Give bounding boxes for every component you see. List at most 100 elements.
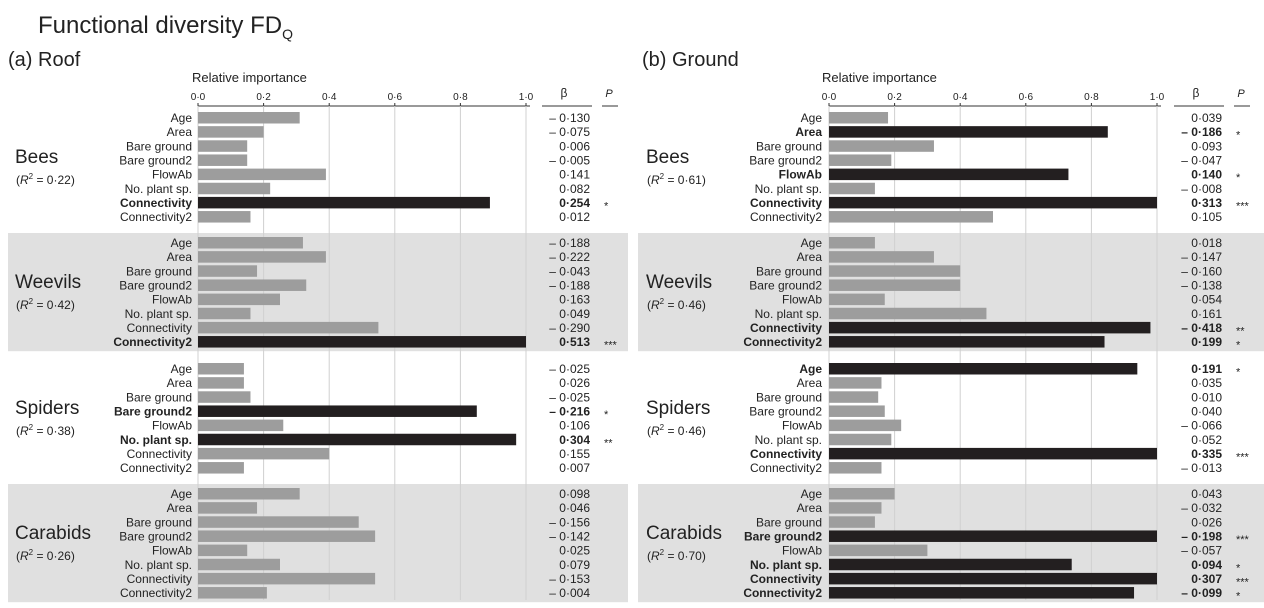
predictor-label: No. plant sp.	[125, 558, 192, 572]
importance-bar	[198, 321, 379, 334]
beta-value: – 0·186	[1181, 125, 1222, 139]
importance-bar	[198, 336, 526, 348]
predictor-label: Bare ground	[126, 390, 192, 404]
predictor-label: Connectivity	[120, 196, 192, 210]
importance-bar	[198, 572, 376, 585]
group-r2: (R2 = 0·61)	[647, 172, 706, 187]
importance-bar	[198, 363, 244, 375]
beta-header: β	[561, 86, 568, 100]
predictor-label: Connectivity2	[120, 586, 192, 600]
importance-bar	[198, 391, 251, 403]
beta-value: 0·035	[1191, 376, 1222, 390]
importance-bar	[829, 462, 882, 474]
beta-value: 0·163	[559, 293, 590, 307]
importance-bar	[829, 363, 1138, 375]
predictor-label: No. plant sp.	[125, 182, 192, 196]
beta-value: 0·046	[559, 501, 590, 515]
predictor-label: Connectivity2	[743, 335, 822, 349]
beta-value: – 0·066	[1181, 419, 1222, 433]
panel-ground: (b) Ground Relative importance 0·0 0·2 0·4 0·…	[638, 49, 1264, 603]
group-band-carabids	[8, 484, 628, 603]
beta-value: 0·304	[559, 433, 590, 447]
beta-value: – 0·142	[549, 529, 590, 543]
predictor-label: Connectivity2	[120, 210, 192, 224]
group-weevils: Weevils (R2 = 0·46) Age 0·018 Area – 0·147 Bar…	[646, 236, 1245, 352]
importance-bar	[829, 336, 1105, 348]
predictor-label: Connectivity	[127, 572, 192, 586]
importance-bar	[829, 516, 875, 528]
predictor-label: Bare ground2	[749, 404, 822, 418]
importance-bar	[829, 488, 895, 500]
predictor-label: Connectivity	[750, 572, 822, 586]
predictor-label: Age	[171, 236, 193, 250]
importance-bar	[198, 279, 307, 291]
predictor-label: Connectivity2	[113, 335, 192, 349]
beta-value: 0·079	[559, 558, 590, 572]
beta-value: – 0·004	[549, 586, 590, 600]
importance-bar	[198, 530, 376, 542]
x-tick-label: 0·2	[256, 92, 271, 103]
predictor-label: Connectivity2	[120, 461, 192, 475]
beta-value: – 0·216	[549, 404, 590, 418]
beta-value: – 0·047	[1181, 153, 1222, 167]
importance-bar	[198, 168, 326, 181]
importance-bar	[829, 168, 1069, 181]
importance-bar	[198, 587, 267, 599]
beta-value: – 0·153	[549, 572, 590, 586]
predictor-label: Connectivity	[750, 321, 822, 335]
predictor-label: FlowAb	[152, 293, 192, 307]
predictor-label: No. plant sp.	[125, 307, 192, 321]
importance-bar	[198, 433, 517, 446]
group-name: Carabids	[15, 523, 91, 544]
beta-value: 0·052	[1191, 433, 1222, 447]
x-axis-label: Relative importance	[822, 70, 937, 85]
p-value: *	[1236, 172, 1241, 184]
beta-value: 0·094	[1191, 558, 1222, 572]
predictor-label: No. plant sp.	[750, 558, 822, 572]
beta-value: 0·335	[1191, 447, 1222, 461]
beta-value: 0·313	[1191, 196, 1222, 210]
predictor-label: Area	[167, 125, 193, 139]
importance-bar	[829, 587, 1135, 599]
beta-value: 0·010	[1191, 390, 1222, 404]
importance-bar	[829, 377, 882, 389]
predictor-label: Bare ground2	[119, 529, 192, 543]
importance-bar	[198, 293, 280, 306]
predictor-label: Area	[797, 376, 823, 390]
predictor-label: Connectivity2	[750, 210, 822, 224]
importance-bar	[829, 112, 889, 124]
group-weevils: Weevils (R2 = 0·42) Age – 0·188 Area – 0·222 B…	[15, 236, 618, 352]
importance-bar	[829, 237, 875, 249]
importance-bar	[198, 196, 490, 209]
beta-value: 0·007	[559, 461, 590, 475]
predictor-label: Bare ground2	[119, 278, 192, 292]
group-name: Bees	[646, 147, 689, 168]
group-spiders: Spiders (R2 = 0·46) Age 0·191 * Area 0·035 Bare…	[646, 362, 1250, 475]
beta-value: 0·012	[559, 210, 590, 224]
predictor-label: Bare ground	[756, 515, 822, 529]
p-value: *	[1236, 591, 1241, 603]
predictor-label: FlowAb	[152, 419, 192, 433]
beta-value: 0·155	[559, 447, 590, 461]
beta-value: – 0·418	[1181, 321, 1222, 335]
beta-value: 0·106	[559, 419, 590, 433]
beta-value: – 0·043	[549, 264, 590, 278]
importance-bar	[829, 251, 934, 263]
beta-value: – 0·198	[1181, 529, 1222, 543]
group-r2: (R2 = 0·70)	[647, 548, 706, 563]
beta-value: – 0·188	[549, 236, 590, 250]
group-name: Spiders	[15, 398, 79, 419]
importance-bar	[829, 307, 987, 320]
predictor-label: Age	[801, 487, 823, 501]
beta-value: – 0·290	[549, 321, 590, 335]
predictor-label: Connectivity	[750, 196, 822, 210]
group-spiders: Spiders (R2 = 0·38) Age – 0·025 Area 0·026 Bar…	[15, 362, 613, 475]
predictor-label: No. plant sp.	[120, 433, 192, 447]
importance-bar	[198, 307, 251, 320]
beta-value: 0·191	[1191, 362, 1222, 376]
importance-bar	[198, 112, 300, 124]
importance-bar	[829, 140, 934, 152]
predictor-label: Area	[797, 250, 823, 264]
beta-value: 0·307	[1191, 572, 1222, 586]
group-carabids: Carabids (R2 = 0·26) Age 0·098 Area 0·046 Bare…	[15, 487, 590, 600]
